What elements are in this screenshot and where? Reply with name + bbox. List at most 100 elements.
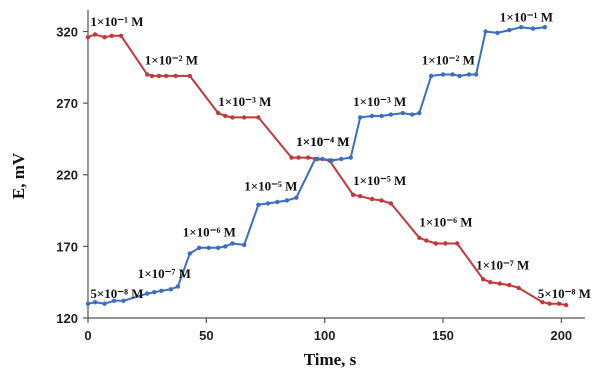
series-1-point (429, 73, 434, 79)
series-0-point (547, 301, 552, 306)
series-1-point (121, 298, 126, 303)
annotation-label: 1×10⁻⁴ M (296, 134, 349, 149)
series-1-line (87, 26, 545, 305)
series-1-point (92, 300, 98, 305)
series-1-point (473, 72, 479, 77)
series-0-point (455, 241, 460, 246)
series-1-point (206, 245, 211, 250)
series-0-point (92, 32, 98, 37)
y-tick-label: 170 (56, 239, 78, 254)
series-1-point (530, 26, 536, 31)
annotation-label: 1×10⁻¹ M (90, 14, 143, 29)
series-1-point (313, 156, 318, 162)
annotation-label: 1×10⁻⁶ M (419, 214, 472, 229)
x-tick-label: 50 (199, 328, 213, 343)
annotation-label: 5×10⁻⁸ M (90, 286, 143, 301)
annotation-label: 1×10⁻⁵ M (244, 179, 297, 194)
series-1-point (145, 291, 150, 296)
series-1-point (230, 241, 235, 246)
series-0-point (433, 241, 439, 246)
y-tick-label: 220 (56, 168, 78, 183)
series-0-point (540, 300, 545, 305)
series-0-point (563, 302, 569, 308)
series-1-point (275, 199, 280, 205)
series-0-point (507, 282, 512, 288)
series-0-point (350, 192, 356, 197)
series-0-point (516, 285, 521, 291)
series-0-point (149, 73, 155, 79)
annotation-label: 1×10⁻⁷ M (476, 257, 529, 272)
series-1-point (242, 242, 247, 248)
series-1-point (102, 301, 107, 306)
series-0-point (488, 280, 493, 285)
series-0-point (102, 35, 107, 40)
series-1-point (466, 72, 472, 77)
series-0-point (443, 241, 448, 246)
x-axis-title: Time, s (304, 350, 357, 369)
annotation-label: 1×10⁻³ M (218, 94, 271, 109)
x-tick-label: 150 (432, 328, 454, 343)
annotation-layer: 1×10⁻¹ M 1×10⁻² M 1×10⁻³ M 1×10⁻⁴ M 1×10⁻⁵ M… (90, 10, 590, 301)
series-1-point (197, 245, 202, 250)
annotation-label: 1×10⁻² M (145, 52, 198, 67)
series-1-point (284, 198, 289, 203)
series-0-point (417, 235, 422, 240)
series-0-point (156, 73, 162, 79)
series-0-point (187, 73, 192, 79)
series-0-point (358, 194, 363, 199)
series-1-point (329, 158, 334, 163)
series-1-point (400, 110, 405, 116)
series-1-point (111, 298, 117, 303)
annotation-label: 5×10⁻⁸ M (538, 286, 591, 301)
axes: 0 50 100 150 200 120 170 220 270 320 (56, 10, 585, 343)
series-0-point (424, 238, 429, 243)
annotation-label: 1×10⁻⁶ M (183, 224, 236, 239)
series-1-point (85, 301, 91, 306)
series-0-point (289, 155, 294, 160)
y-tick-label: 270 (56, 96, 78, 111)
series-layer (85, 25, 569, 308)
series-1-point (379, 113, 384, 119)
series-1-point (457, 73, 462, 79)
series-0-point (305, 155, 311, 160)
series-1-point (518, 25, 524, 30)
series-1-point (348, 155, 353, 160)
x-tick-label: 200 (550, 328, 572, 343)
annotation-label: 1×10⁻⁴ M (296, 134, 349, 149)
series-0-point (556, 301, 562, 306)
series-1-point (320, 156, 325, 162)
series-0-point (216, 110, 221, 116)
series-0-point (223, 113, 228, 119)
series-1-point (294, 195, 299, 200)
annotation-label: 1×10⁻⁵ M (353, 173, 406, 188)
series-0-point (296, 155, 301, 160)
series-0-point (369, 196, 375, 202)
series-1-point (483, 29, 488, 34)
series-0-point (145, 72, 150, 77)
y-tick-label: 320 (56, 24, 78, 39)
y-tick-label: 120 (56, 311, 78, 326)
series-1-point (495, 30, 500, 36)
x-tick-label: 100 (314, 328, 336, 343)
series-1-point (388, 112, 394, 117)
series-1-point (507, 27, 512, 33)
series-1-point (358, 115, 363, 120)
series-0-point (173, 73, 178, 79)
series-1-point (369, 113, 375, 119)
series-0-point (481, 277, 486, 282)
y-axis-title: E, mV (9, 152, 28, 199)
series-0-point (109, 33, 114, 38)
series-0-point (85, 35, 91, 40)
series-1-point (223, 244, 228, 249)
series-0-point (242, 115, 247, 120)
annotation-label: 1×10⁻² M (422, 52, 475, 67)
series-1-point (339, 156, 344, 162)
series-1-point (159, 288, 164, 293)
annotation-label: 1×10⁻⁷ M (138, 266, 191, 281)
series-1-point (410, 112, 415, 117)
series-1-point (450, 72, 455, 77)
annotation-label: 1×10⁻³ M (353, 94, 406, 109)
series-1-point (265, 201, 271, 206)
series-0-point (497, 281, 502, 286)
